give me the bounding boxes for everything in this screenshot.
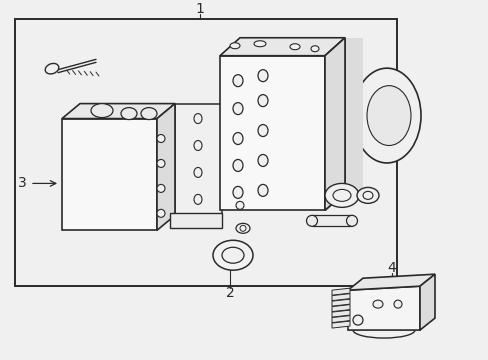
Ellipse shape [393, 300, 401, 308]
Ellipse shape [356, 188, 378, 203]
Polygon shape [347, 274, 434, 290]
Polygon shape [331, 321, 349, 328]
Bar [175, 104, 222, 220]
Ellipse shape [253, 41, 265, 47]
Ellipse shape [332, 189, 350, 201]
Ellipse shape [141, 108, 157, 120]
Ellipse shape [236, 223, 249, 233]
Polygon shape [331, 294, 349, 301]
Polygon shape [325, 38, 345, 210]
Ellipse shape [258, 184, 267, 197]
Ellipse shape [232, 159, 243, 171]
Ellipse shape [352, 68, 420, 163]
Ellipse shape [306, 215, 317, 226]
Ellipse shape [232, 103, 243, 114]
Polygon shape [331, 316, 349, 323]
Ellipse shape [157, 135, 164, 143]
Polygon shape [325, 38, 345, 210]
Polygon shape [62, 104, 175, 118]
Ellipse shape [232, 75, 243, 87]
Polygon shape [331, 288, 349, 295]
Ellipse shape [258, 70, 267, 82]
Ellipse shape [157, 210, 164, 217]
Ellipse shape [194, 113, 202, 123]
Polygon shape [220, 38, 345, 56]
Polygon shape [331, 305, 349, 312]
Ellipse shape [236, 201, 244, 210]
Ellipse shape [352, 315, 362, 325]
Ellipse shape [258, 95, 267, 107]
Ellipse shape [157, 159, 164, 167]
Ellipse shape [325, 183, 358, 207]
Ellipse shape [240, 225, 245, 231]
Text: 4: 4 [387, 261, 396, 275]
Ellipse shape [213, 240, 252, 270]
Text: 2: 2 [225, 286, 234, 300]
Ellipse shape [346, 215, 357, 226]
Ellipse shape [310, 46, 318, 52]
Polygon shape [331, 299, 349, 306]
Bar [311, 215, 351, 226]
Bar [15, 19, 396, 286]
Ellipse shape [289, 44, 299, 50]
Ellipse shape [194, 167, 202, 177]
Ellipse shape [258, 154, 267, 166]
Ellipse shape [194, 194, 202, 204]
Ellipse shape [362, 192, 372, 199]
Ellipse shape [232, 132, 243, 144]
Polygon shape [157, 104, 175, 230]
Bar [342, 38, 362, 197]
Ellipse shape [91, 104, 113, 118]
Text: 3: 3 [18, 176, 26, 190]
Ellipse shape [157, 184, 164, 192]
Ellipse shape [194, 140, 202, 150]
Ellipse shape [258, 125, 267, 136]
Polygon shape [419, 274, 434, 330]
Bar [170, 213, 222, 228]
Ellipse shape [366, 86, 410, 145]
Ellipse shape [372, 300, 382, 308]
Ellipse shape [45, 63, 59, 74]
Bar [220, 56, 325, 210]
Bar [62, 118, 157, 230]
Polygon shape [331, 310, 349, 317]
Ellipse shape [121, 108, 137, 120]
Polygon shape [347, 286, 419, 330]
Ellipse shape [232, 186, 243, 198]
Text: 1: 1 [195, 2, 204, 16]
Ellipse shape [222, 247, 244, 263]
Ellipse shape [229, 43, 240, 49]
